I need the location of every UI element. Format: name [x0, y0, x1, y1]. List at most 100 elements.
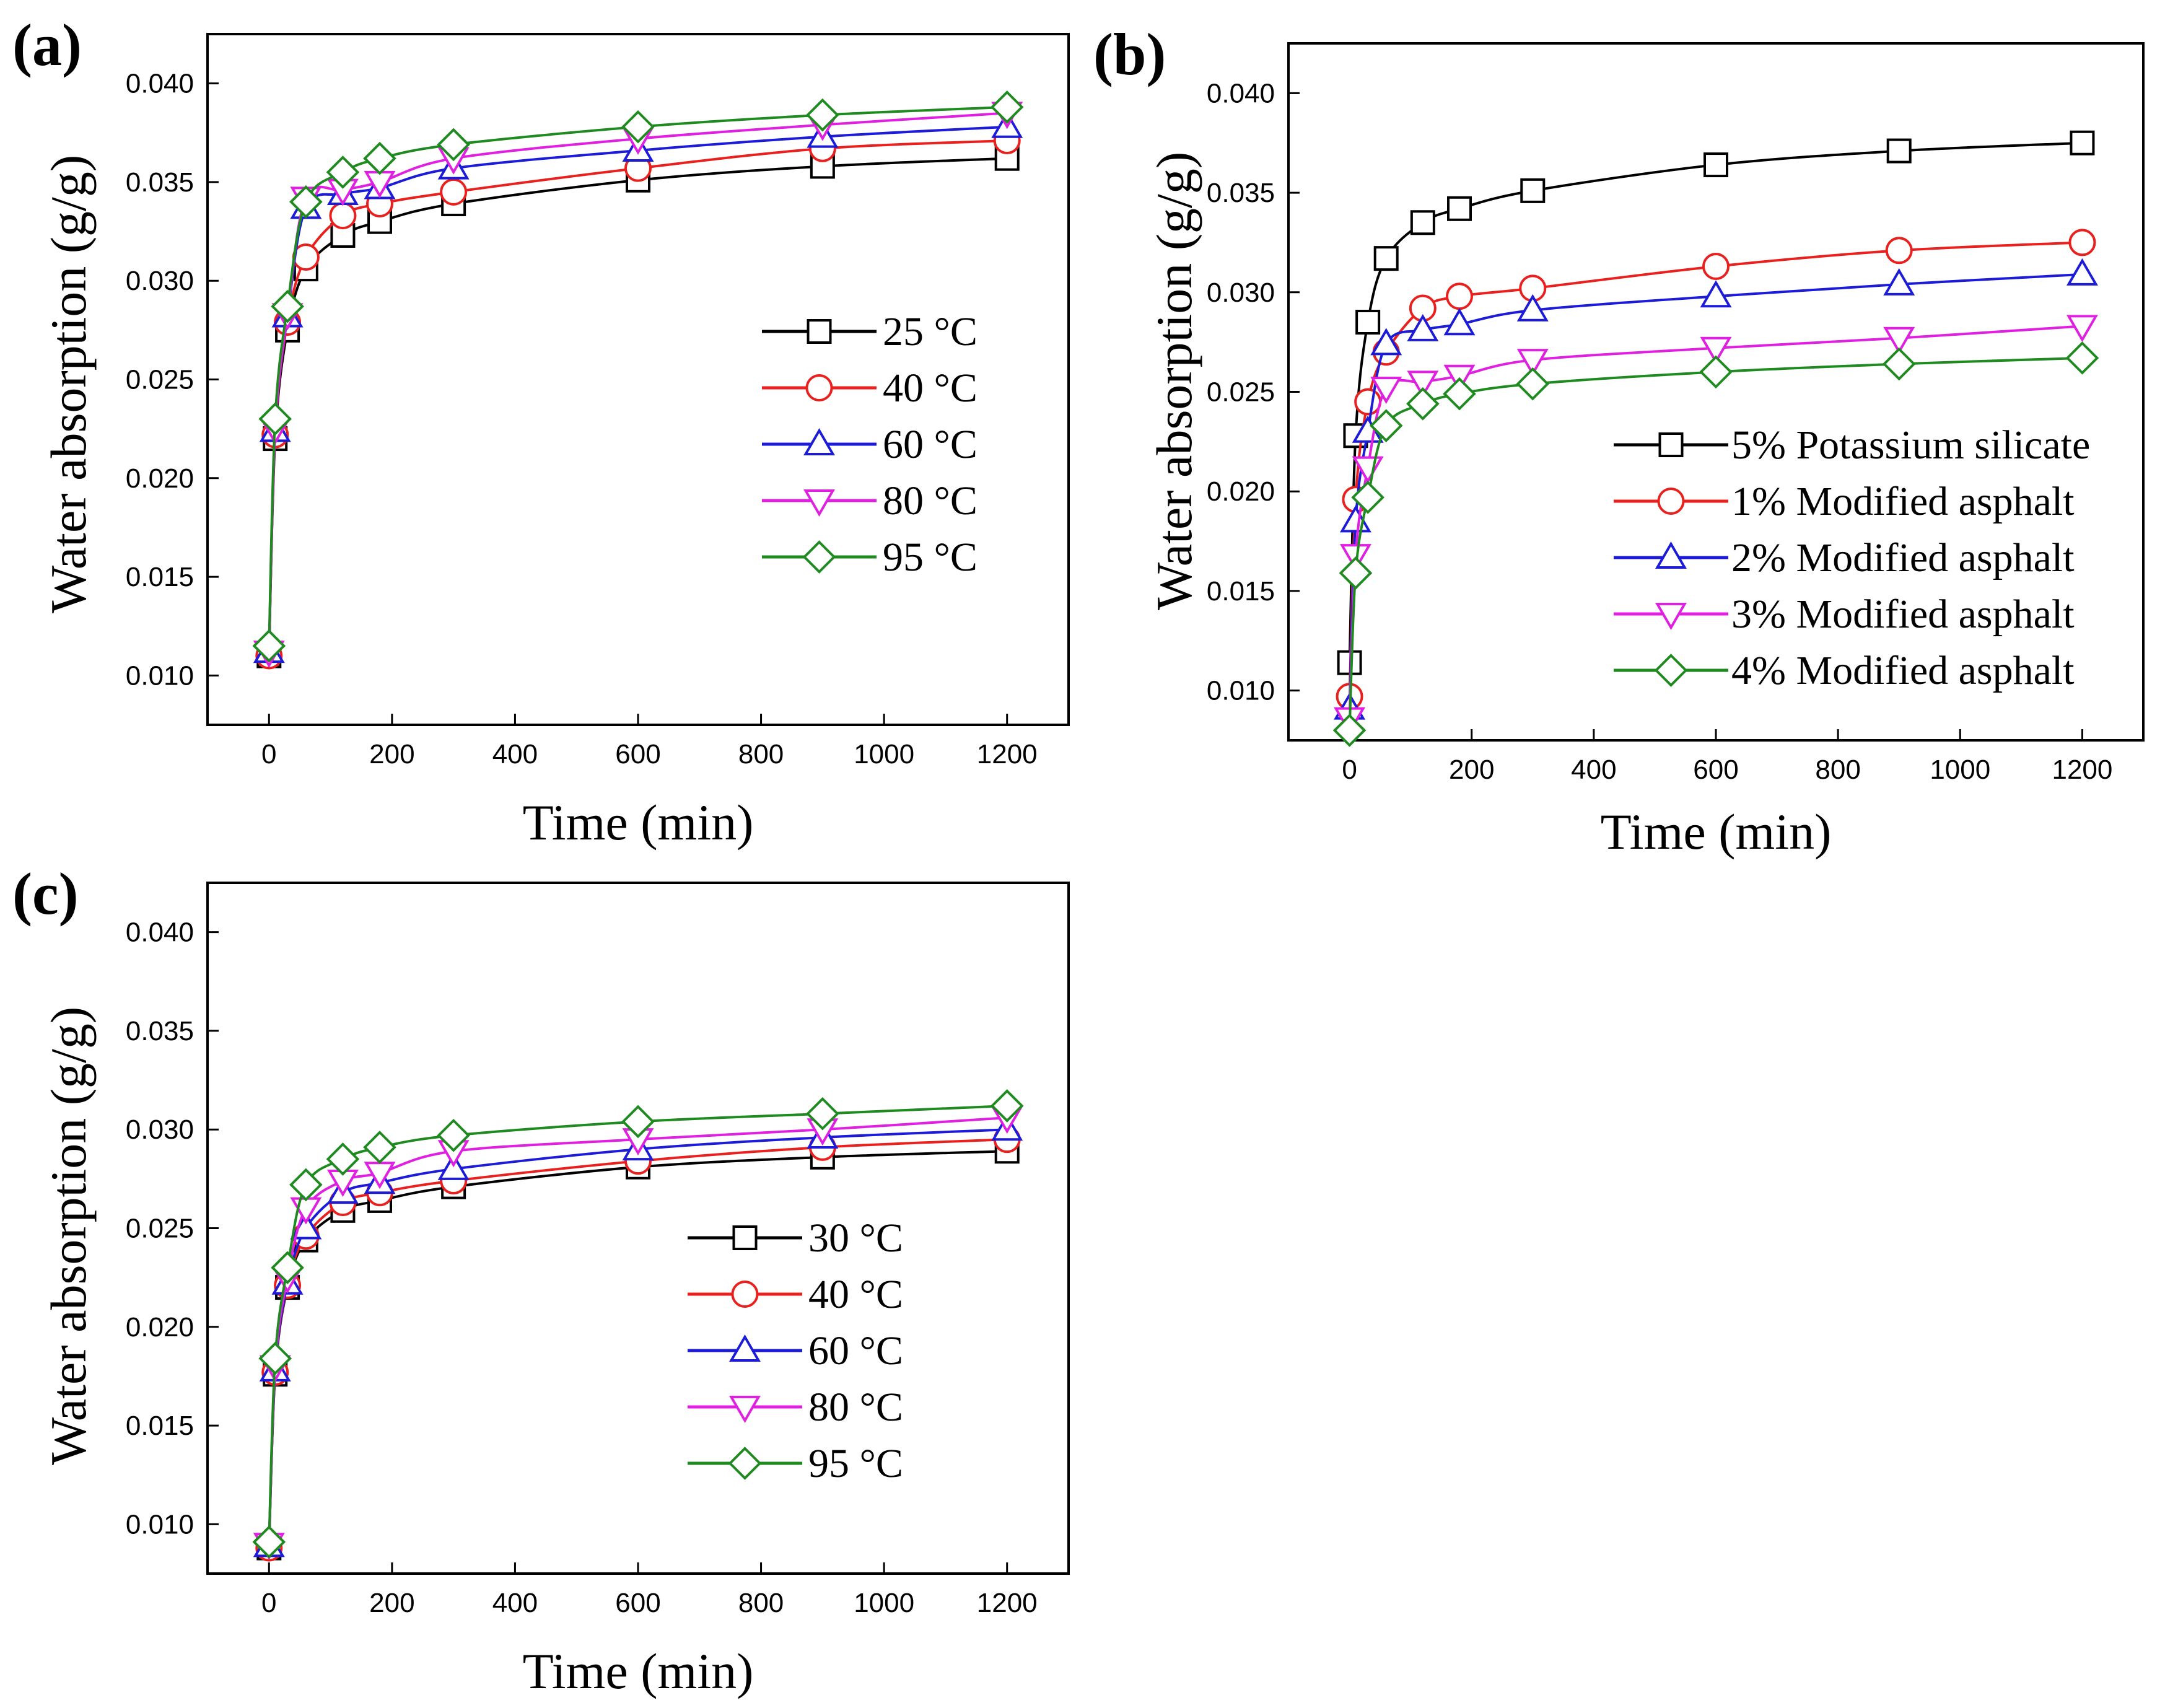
panel-label: (a) — [12, 12, 82, 78]
data-point — [258, 402, 292, 436]
data-point — [1407, 313, 1439, 341]
legend-marker — [1655, 603, 1687, 630]
data-point — [1443, 308, 1476, 336]
legend-marker — [729, 1396, 761, 1423]
legend-label: 80 °C — [883, 478, 978, 523]
x-tick-label: 400 — [492, 1588, 538, 1618]
legend-label: 95 °C — [808, 1441, 903, 1486]
legend-label: 5% Potassium silicate — [1731, 423, 2090, 468]
data-point — [806, 98, 839, 132]
x-tick-label: 400 — [492, 739, 538, 769]
legend-label: 60 °C — [883, 422, 978, 467]
data-point — [329, 202, 357, 230]
y-tick-label: 0.025 — [126, 1214, 194, 1244]
y-tick-label: 0.040 — [1207, 78, 1275, 108]
y-tick-label: 0.015 — [1207, 576, 1275, 607]
data-point — [440, 178, 468, 206]
legend-marker — [729, 1334, 761, 1362]
data-point — [2065, 341, 2099, 375]
legend-marker — [803, 428, 835, 455]
panel-label: (b) — [1093, 21, 1166, 87]
y-tick-label: 0.030 — [126, 266, 194, 296]
data-point — [1373, 246, 1399, 271]
data-point — [1700, 280, 1732, 308]
data-point — [1702, 253, 1730, 280]
x-tick-label: 400 — [1571, 755, 1616, 785]
data-point — [1885, 237, 1913, 265]
x-tick-label: 1200 — [977, 1588, 1038, 1618]
data-point — [1351, 481, 1384, 514]
data-point — [252, 1525, 286, 1559]
x-tick-label: 800 — [1815, 755, 1860, 785]
y-tick-label: 0.010 — [126, 660, 194, 691]
data-point — [271, 289, 304, 323]
chart-panel-a: (a) 0 200 400 600 800 1000 1200 0.010 0.015 0.020 0… — [12, 12, 1070, 851]
legend-label: 40 °C — [883, 366, 978, 411]
x-axis-title: Time (min) — [523, 794, 754, 851]
legend-marker — [731, 1281, 759, 1308]
y-tick-label: 0.025 — [126, 365, 194, 395]
x-tick-label: 800 — [738, 739, 784, 769]
legend-label: 3% Modified asphalt — [1731, 592, 2075, 637]
x-tick-label: 1000 — [1930, 755, 1990, 785]
y-tick-label: 0.030 — [1207, 278, 1275, 308]
data-point — [271, 1251, 304, 1285]
data-point — [1700, 336, 1732, 364]
data-point — [1883, 268, 1915, 296]
legend-label: 40 °C — [808, 1272, 903, 1317]
data-point — [1516, 367, 1550, 401]
legend-marker — [1658, 432, 1684, 457]
data-point — [2066, 258, 2098, 286]
y-tick-label: 0.035 — [126, 167, 194, 198]
data-point — [990, 90, 1024, 124]
data-point — [252, 629, 286, 663]
data-point — [2070, 130, 2095, 155]
legend-label: 1% Modified asphalt — [1731, 479, 2075, 524]
y-tick-label: 0.020 — [126, 1312, 194, 1342]
legend-label: 60 °C — [808, 1328, 903, 1373]
data-point — [326, 1142, 360, 1176]
y-tick-label: 0.010 — [1207, 676, 1275, 706]
x-tick-label: 800 — [738, 1588, 784, 1618]
data-point — [1355, 310, 1381, 335]
x-tick-label: 200 — [369, 1588, 414, 1618]
data-point — [1516, 349, 1549, 377]
data-point — [1704, 152, 1728, 178]
y-axis-title: Water absorption (g/g) — [40, 155, 97, 613]
y-tick-label: 0.020 — [1207, 476, 1275, 507]
data-point — [1410, 210, 1435, 235]
legend-label: 4% Modified asphalt — [1731, 648, 2075, 693]
legend-marker — [1655, 541, 1687, 569]
data-point — [363, 141, 396, 175]
data-point — [289, 1168, 323, 1202]
data-point — [1886, 138, 1912, 164]
legend-marker — [1654, 654, 1688, 687]
legend-marker — [732, 1225, 758, 1250]
data-point — [1699, 355, 1733, 389]
x-tick-label: 1200 — [2052, 755, 2112, 785]
plot-frame — [206, 882, 1070, 1575]
x-tick-label: 1200 — [977, 739, 1038, 769]
legend-label: 25 °C — [883, 309, 978, 354]
data-point — [1369, 409, 1403, 442]
data-point — [326, 155, 360, 189]
x-tick-label: 0 — [1342, 755, 1357, 785]
x-tick-label: 200 — [1449, 755, 1494, 785]
data-point — [1516, 294, 1549, 322]
data-point — [1443, 377, 1476, 411]
y-tick-label: 0.035 — [126, 1016, 194, 1046]
y-tick-label: 0.040 — [126, 69, 194, 99]
panel-label: (c) — [12, 861, 79, 927]
y-axis-title: Water absorption (g/g) — [40, 1007, 97, 1465]
data-point — [1447, 196, 1472, 221]
x-tick-label: 0 — [261, 1588, 276, 1618]
x-axis-title: Time (min) — [1601, 804, 1832, 860]
chart-panel-c: (c) 0 200 400 600 800 1000 1200 0.010 0.015 0.020 0… — [12, 861, 1070, 1699]
data-point — [1339, 556, 1373, 590]
x-tick-label: 600 — [615, 1588, 660, 1618]
data-point — [621, 1105, 655, 1139]
legend-marker — [803, 489, 835, 517]
data-point — [363, 1131, 396, 1164]
y-tick-label: 0.040 — [126, 918, 194, 948]
